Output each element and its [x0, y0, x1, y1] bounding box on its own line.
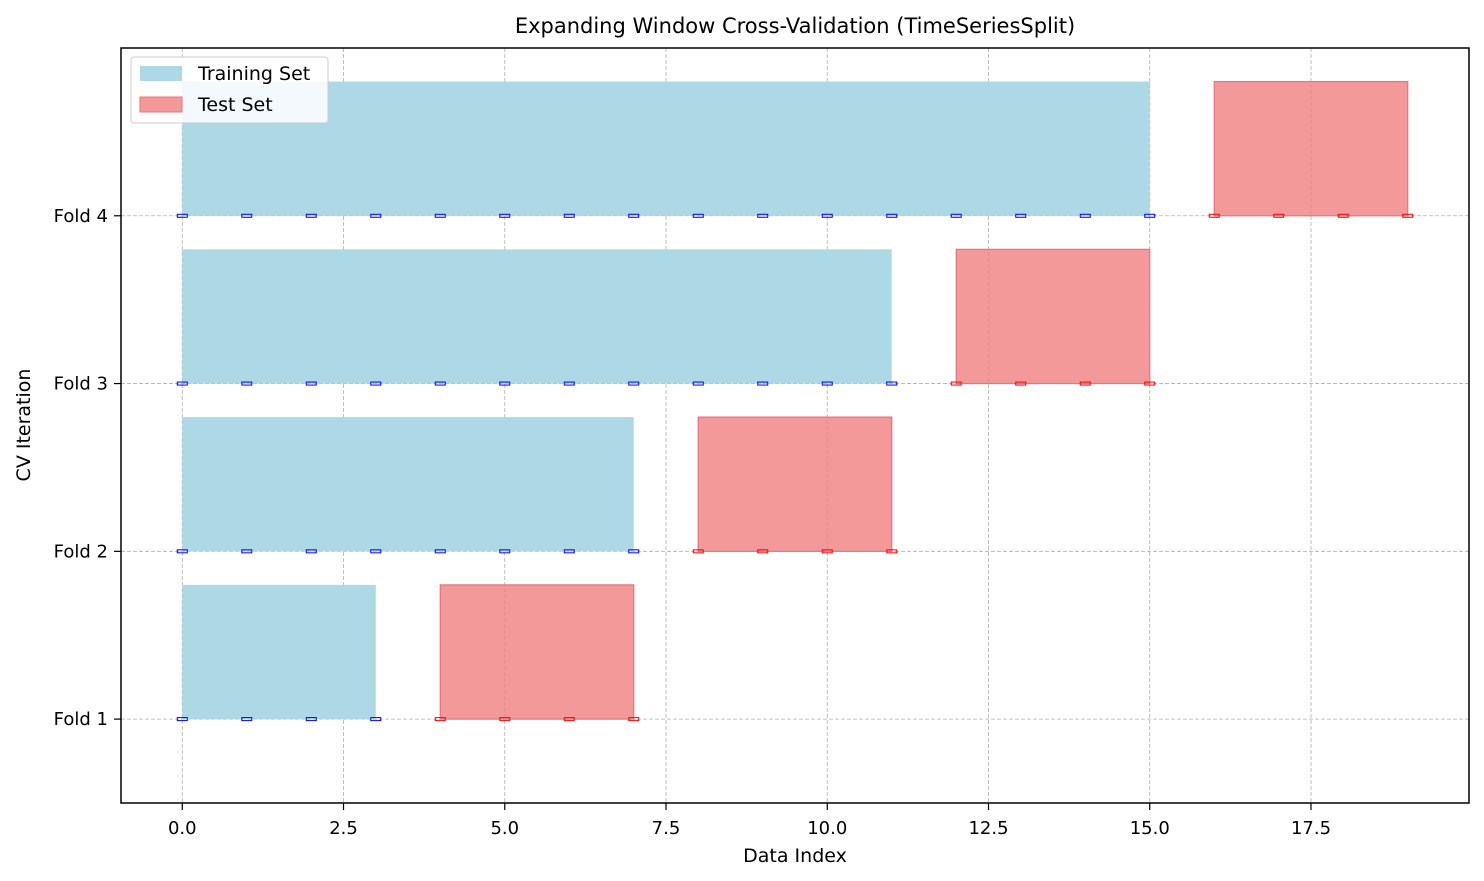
train-marker-fold-4-idx-1 [241, 213, 253, 218]
train-marker-fold-2-idx-7 [628, 549, 640, 554]
train-marker-fold-3-idx-1 [241, 381, 253, 386]
test-marker-fold-3-idx-13 [1015, 381, 1027, 386]
x-tick-label-2: 5.0 [490, 818, 519, 839]
chart-title: Expanding Window Cross-Validation (TimeS… [515, 14, 1075, 38]
train-marker-fold-4-idx-0 [176, 213, 188, 218]
train-marker-fold-2-idx-4 [434, 549, 446, 554]
train-bar-fold-3 [182, 249, 892, 384]
train-marker-fold-2-idx-2 [305, 549, 317, 554]
test-marker-fold-2-idx-8 [692, 549, 704, 554]
train-marker-fold-2-idx-1 [241, 549, 253, 554]
test-marker-fold-1-idx-4 [434, 717, 446, 722]
train-marker-fold-3-idx-10 [821, 381, 833, 386]
x-axis: 0.0 2.5 5.0 7.5 10.0 12.5 15.0 17.5 [168, 803, 1331, 839]
train-marker-fold-4-idx-13 [1015, 213, 1027, 218]
test-bar-fold-1 [439, 584, 635, 720]
test-marker-fold-1-idx-6 [563, 717, 575, 722]
legend-label-training: Training Set [197, 63, 310, 85]
train-marker-fold-3-idx-8 [692, 381, 704, 386]
y-tick-label-0: Fold 1 [54, 709, 108, 730]
train-marker-fold-1-idx-1 [241, 717, 253, 722]
test-marker-fold-3-idx-15 [1144, 381, 1156, 386]
train-marker-fold-2-idx-6 [563, 549, 575, 554]
legend-label-test: Test Set [197, 94, 273, 116]
train-marker-fold-3-idx-7 [628, 381, 640, 386]
test-bar-fold-3 [955, 248, 1151, 385]
test-marker-fold-4-idx-19 [1402, 213, 1414, 218]
train-marker-fold-4-idx-10 [821, 213, 833, 218]
train-marker-fold-1-idx-0 [176, 717, 188, 722]
train-marker-fold-3-idx-0 [176, 381, 188, 386]
test-marker-fold-1-idx-7 [628, 717, 640, 722]
train-marker-fold-4-idx-5 [499, 213, 511, 218]
bars-layer [182, 80, 1409, 720]
test-marker-fold-2-idx-10 [821, 549, 833, 554]
test-marker-fold-3-idx-14 [1079, 381, 1091, 386]
legend-swatch-training [140, 66, 182, 81]
train-marker-fold-4-idx-4 [434, 213, 446, 218]
x-tick-label-3: 7.5 [652, 818, 681, 839]
train-marker-fold-2-idx-3 [370, 549, 382, 554]
train-marker-fold-4-idx-6 [563, 213, 575, 218]
train-marker-fold-4-idx-11 [886, 213, 898, 218]
train-marker-fold-3-idx-4 [434, 381, 446, 386]
markers-layer [176, 213, 1414, 722]
train-marker-fold-4-idx-3 [370, 213, 382, 218]
test-marker-fold-3-idx-12 [950, 381, 962, 386]
test-marker-fold-1-idx-5 [499, 717, 511, 722]
test-bar-fold-2 [697, 416, 893, 552]
train-marker-fold-4-idx-2 [305, 213, 317, 218]
x-tick-label-4: 10.0 [807, 818, 847, 839]
train-marker-fold-2-idx-5 [499, 549, 511, 554]
train-marker-fold-1-idx-3 [370, 717, 382, 722]
y-tick-label-3: Fold 4 [54, 206, 108, 227]
train-bar-fold-2 [182, 417, 634, 552]
test-marker-fold-4-idx-18 [1337, 213, 1349, 218]
train-marker-fold-3-idx-5 [499, 381, 511, 386]
x-tick-label-1: 2.5 [329, 818, 358, 839]
train-bar-fold-4 [182, 81, 1150, 216]
train-marker-fold-1-idx-2 [305, 717, 317, 722]
train-marker-fold-3-idx-9 [757, 381, 769, 386]
train-marker-fold-4-idx-15 [1144, 213, 1156, 218]
x-tick-label-7: 17.5 [1291, 818, 1331, 839]
train-marker-fold-3-idx-11 [886, 381, 898, 386]
y-axis-label: CV Iteration [13, 369, 35, 482]
legend-swatch-test [139, 96, 183, 113]
test-marker-fold-2-idx-9 [757, 549, 769, 554]
train-marker-fold-4-idx-8 [692, 213, 704, 218]
train-marker-fold-4-idx-12 [950, 213, 962, 218]
y-tick-label-1: Fold 2 [54, 541, 108, 562]
test-marker-fold-4-idx-17 [1273, 213, 1285, 218]
test-marker-fold-4-idx-16 [1208, 213, 1220, 218]
train-marker-fold-3-idx-6 [563, 381, 575, 386]
plot-frame [120, 47, 1470, 804]
x-tick-label-5: 12.5 [968, 818, 1008, 839]
legend: Training Set Test Set [130, 56, 329, 124]
train-marker-fold-4-idx-7 [628, 213, 640, 218]
y-axis: Fold 1 Fold 2 Fold 3 Fold 4 [54, 206, 121, 730]
x-axis-label: Data Index [743, 845, 847, 867]
train-marker-fold-4-idx-14 [1079, 213, 1091, 218]
train-marker-fold-3-idx-2 [305, 381, 317, 386]
train-marker-fold-4-idx-9 [757, 213, 769, 218]
y-tick-label-2: Fold 3 [54, 374, 108, 395]
train-marker-fold-3-idx-3 [370, 381, 382, 386]
test-bar-fold-4 [1213, 80, 1409, 217]
train-bar-fold-1 [182, 584, 376, 720]
x-tick-label-0: 0.0 [168, 818, 197, 839]
x-tick-label-6: 15.0 [1130, 818, 1170, 839]
test-marker-fold-2-idx-11 [886, 549, 898, 554]
train-marker-fold-2-idx-0 [176, 549, 188, 554]
